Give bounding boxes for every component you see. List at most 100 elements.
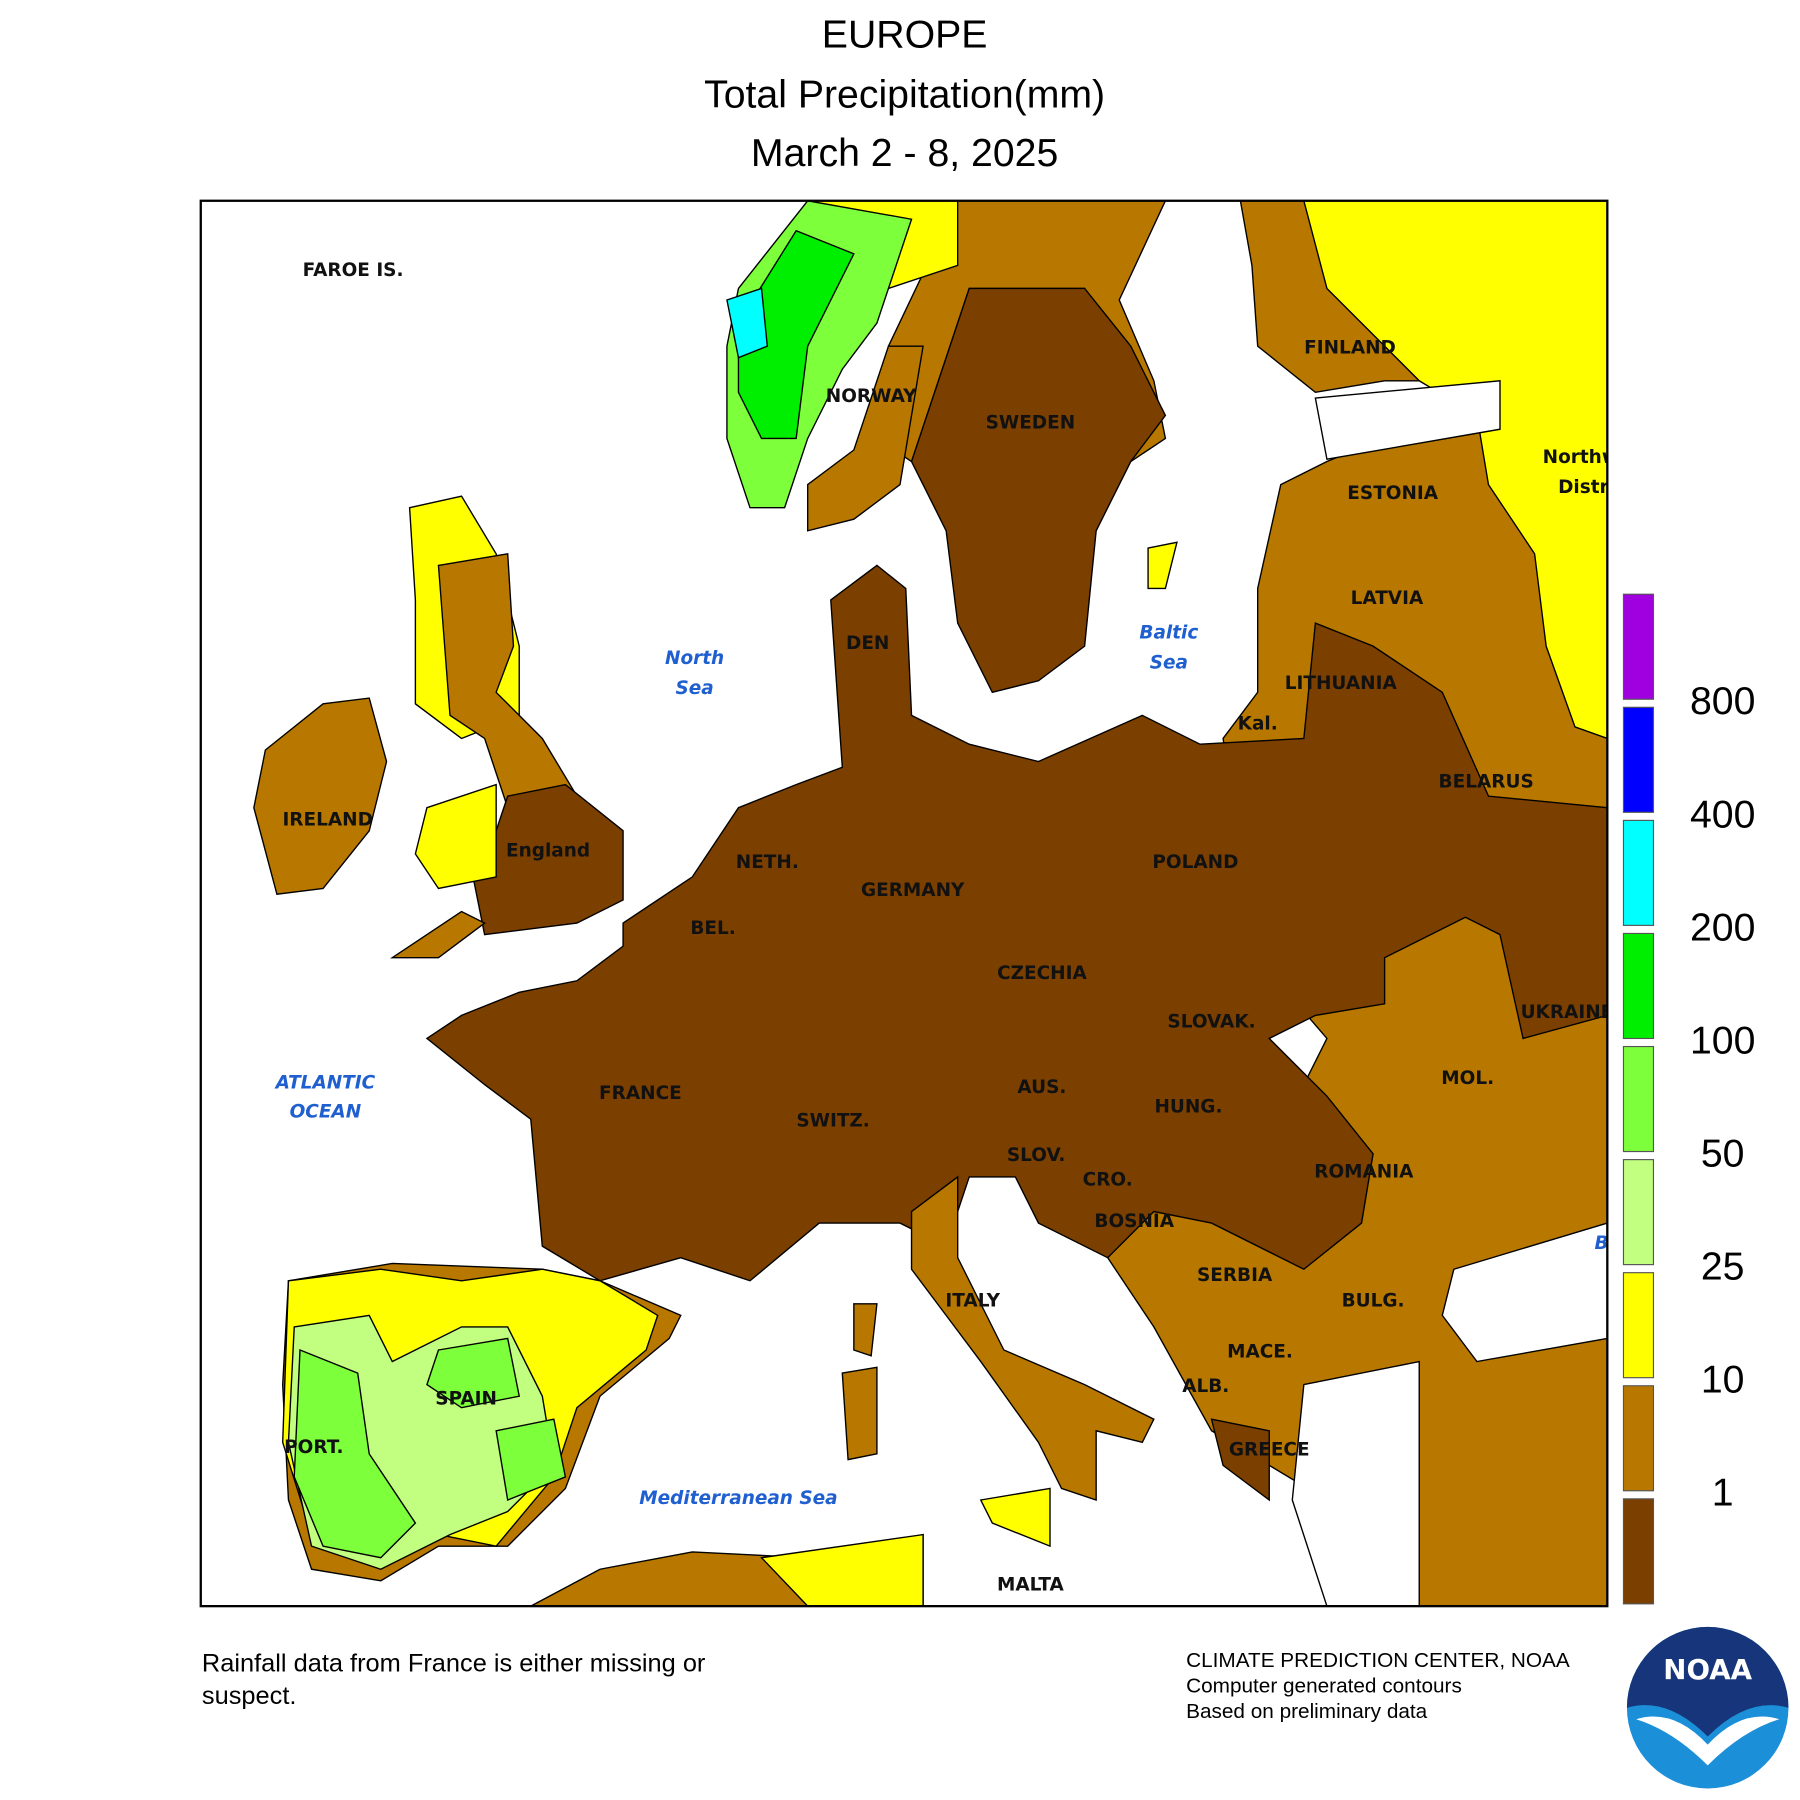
noaa-logo: NOAA	[1626, 1626, 1789, 1789]
country-label: SERBIA	[1197, 1265, 1273, 1286]
water-label: Sea	[675, 678, 713, 699]
precip-region	[979, 1487, 1051, 1548]
water-label: Sea	[1150, 652, 1188, 673]
country-label: Distri	[1558, 477, 1615, 498]
country-label: NORWAY	[826, 386, 917, 407]
precip-region	[853, 1303, 878, 1357]
country-label: LITHUANIA	[1285, 673, 1398, 694]
credit: CLIMATE PREDICTION CENTER, NOAA	[1186, 1649, 1570, 1672]
precip-region	[425, 564, 1608, 1282]
country-label: PORT.	[284, 1437, 343, 1458]
title: EUROPE	[822, 12, 988, 56]
country-label: BEL.	[690, 918, 735, 939]
precip-region	[414, 783, 497, 890]
map: FAROE IS. NORWAY SWEDEN FINLAND Northw Distri…	[200, 200, 1619, 1607]
country-label: MOL.	[1441, 1068, 1494, 1089]
legend-label: 50	[1701, 1132, 1745, 1176]
map-frame	[199, 199, 1609, 1608]
legend-swatch	[1622, 1385, 1655, 1492]
country-label: CRO.	[1083, 1169, 1133, 1190]
country-label: AUS.	[1017, 1077, 1066, 1098]
country-label: ROMANIA	[1314, 1161, 1414, 1182]
precip-region	[1147, 541, 1178, 590]
water-label: Mediterranean Sea	[639, 1488, 837, 1509]
water-label: Baltic	[1139, 622, 1198, 643]
subtitle: Total Precipitation(mm)	[704, 72, 1105, 116]
water-label: ATLANTIC	[274, 1072, 376, 1093]
precip-region	[390, 910, 486, 959]
precip-region	[293, 1348, 417, 1559]
precip-region	[1303, 200, 1608, 740]
water-label: B	[1594, 1233, 1608, 1254]
legend-label: 10	[1701, 1358, 1745, 1402]
country-label: HUNG.	[1154, 1097, 1222, 1118]
legend-swatch	[1622, 932, 1655, 1040]
country-label: POLAND	[1152, 852, 1238, 873]
date-range: March 2 - 8, 2025	[751, 131, 1058, 175]
country-label: FRANCE	[599, 1083, 682, 1104]
precip-region	[841, 1366, 878, 1461]
legend-label: 100	[1690, 1018, 1755, 1062]
country-label: GREECE	[1229, 1439, 1310, 1460]
precip-region	[426, 1337, 521, 1409]
legend-swatch	[1622, 1159, 1655, 1266]
country-label: SLOV.	[1007, 1145, 1066, 1166]
country-label: SPAIN	[435, 1389, 497, 1410]
credit: Based on preliminary data	[1186, 1700, 1428, 1723]
footer-note: suspect.	[202, 1682, 297, 1710]
country-label: BELARUS	[1439, 771, 1534, 792]
country-label: FAROE IS.	[303, 260, 404, 281]
precip-region	[437, 553, 579, 809]
country-label: GERMANY	[861, 880, 965, 901]
legend-label: 800	[1690, 679, 1755, 723]
country-label: LATVIA	[1351, 588, 1424, 609]
precip-region	[1441, 1222, 1608, 1363]
legend-swatch	[1622, 819, 1655, 926]
precip-region	[1291, 1360, 1420, 1607]
precip-region	[737, 229, 855, 440]
legend-swatch	[1622, 1272, 1655, 1379]
country-label: MACE.	[1227, 1341, 1293, 1362]
country-label: SWITZ.	[796, 1111, 870, 1132]
country-label: Kal.	[1238, 714, 1278, 735]
legend-label: 1	[1712, 1471, 1734, 1515]
precip-region	[253, 697, 388, 895]
legend-label: 25	[1701, 1245, 1745, 1289]
country-label: DEN	[846, 633, 889, 654]
country-label: UKRAINE	[1521, 1002, 1614, 1023]
water-label: OCEAN	[290, 1101, 362, 1122]
country-label: NETH.	[736, 852, 799, 873]
legend-swatch	[1622, 593, 1655, 700]
legend-swatch	[1622, 1045, 1655, 1153]
logo-text: NOAA	[1663, 1653, 1752, 1686]
country-label: BULG.	[1342, 1291, 1405, 1312]
legend-label: 200	[1690, 905, 1755, 949]
precip-region	[1210, 1418, 1270, 1502]
legend-swatch	[1622, 1498, 1655, 1605]
precip-region	[495, 1418, 567, 1501]
precip-region	[806, 345, 924, 532]
country-label: ITALY	[945, 1291, 1000, 1312]
credit: Computer generated contours	[1186, 1674, 1462, 1697]
country-label: FINLAND	[1304, 337, 1396, 358]
country-label: England	[506, 841, 590, 862]
country-label: ESTONIA	[1347, 483, 1438, 504]
legend-swatch	[1622, 706, 1655, 813]
footer-note: Rainfall data from France is either miss…	[202, 1650, 706, 1678]
water-label: North	[665, 648, 724, 669]
precip-region	[1314, 380, 1501, 461]
country-label: SWEDEN	[986, 412, 1076, 433]
country-label: MALTA	[997, 1574, 1065, 1595]
country-label: SLOVAK.	[1167, 1011, 1255, 1032]
legend: 1 10 25 50 100 200 400 800	[1622, 593, 1755, 1605]
country-label: ALB.	[1182, 1376, 1229, 1397]
precip-region	[760, 1533, 924, 1607]
precip-region	[726, 287, 769, 359]
country-label: CZECHIA	[997, 963, 1087, 984]
country-label: BOSNIA	[1094, 1211, 1174, 1232]
country-label: Northw	[1543, 447, 1619, 468]
country-label: IRELAND	[282, 809, 372, 830]
legend-label: 400	[1690, 792, 1755, 836]
